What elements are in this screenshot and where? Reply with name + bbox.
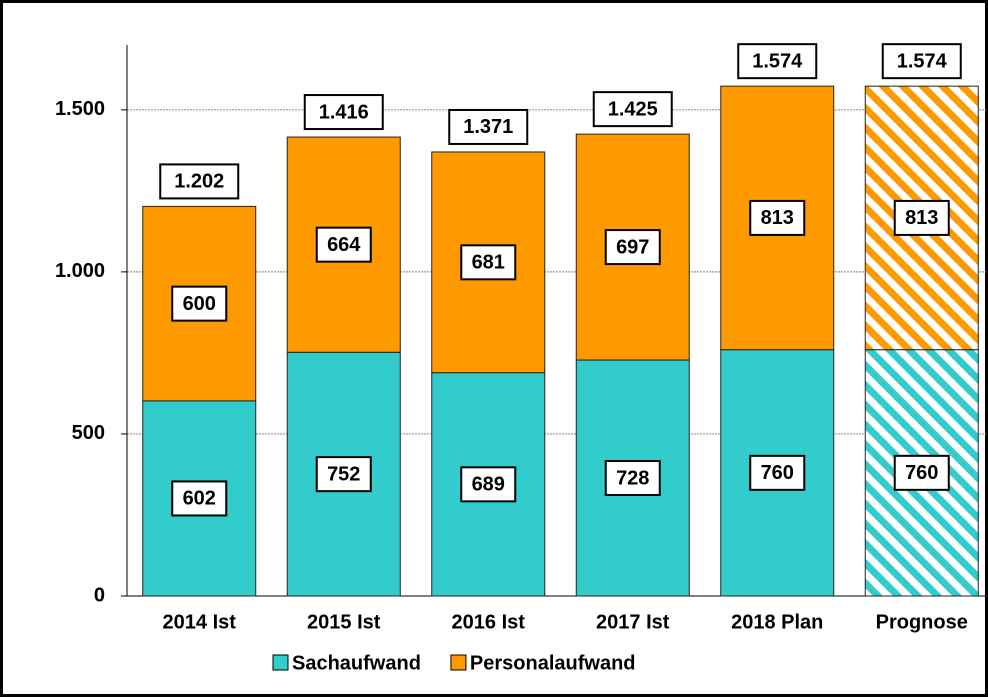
- total-label-box: [592, 91, 673, 128]
- value-label: 681: [472, 252, 505, 274]
- value-label-box: [171, 480, 228, 517]
- y-tick-label: 500: [72, 422, 105, 444]
- x-tick-label: 2016 Ist: [452, 611, 526, 633]
- value-label: 689: [472, 474, 505, 496]
- value-label: 600: [183, 293, 216, 315]
- x-tick-label: 2014 Ist: [163, 611, 237, 633]
- value-label: 664: [327, 234, 361, 256]
- y-tick-label: 1.000: [55, 260, 105, 282]
- total-label-box: [737, 43, 818, 80]
- value-label: 813: [905, 207, 938, 229]
- value-label: 760: [905, 462, 938, 484]
- value-label: 728: [616, 467, 649, 489]
- plot-area: 0 500 1.000 1.500 2014 Ist 602 600 1.202 2015 Is…: [55, 43, 986, 633]
- total-label: 1.425: [608, 98, 658, 120]
- value-label-box: [604, 460, 661, 497]
- x-tick-label: 2018 Plan: [731, 611, 823, 633]
- total-label-box: [881, 43, 962, 80]
- value-label-box: [460, 244, 517, 281]
- total-label: 1.202: [174, 171, 224, 193]
- y-tick-label: 1.500: [55, 98, 105, 120]
- total-label: 1.574: [752, 50, 803, 72]
- x-tick-label: 2017 Ist: [596, 611, 670, 633]
- legend-label: Sachaufwand: [292, 652, 421, 674]
- x-tick-label: 2015 Ist: [307, 611, 381, 633]
- value-label: 760: [761, 462, 794, 484]
- total-label: 1.416: [319, 101, 369, 123]
- total-label: 1.574: [897, 50, 948, 72]
- value-label-box: [315, 226, 372, 263]
- value-label-box: [749, 454, 806, 491]
- value-label: 602: [183, 488, 216, 510]
- legend-swatch: [272, 654, 289, 671]
- value-label: 752: [327, 463, 360, 485]
- value-label-box: [315, 456, 372, 493]
- x-tick-label: Prognose: [876, 611, 968, 633]
- total-label-box: [159, 163, 240, 200]
- value-label-box: [171, 285, 228, 322]
- value-label-box: [749, 199, 806, 236]
- value-label-box: [893, 199, 950, 236]
- value-label: 813: [761, 207, 794, 229]
- value-label-box: [893, 454, 950, 491]
- value-label: 697: [616, 236, 649, 258]
- total-label-box: [448, 108, 529, 145]
- y-tick-label: 0: [94, 584, 105, 606]
- value-label-box: [460, 466, 517, 503]
- value-label-box: [604, 229, 661, 266]
- legend-swatch: [450, 654, 467, 671]
- total-label: 1.371: [463, 116, 513, 138]
- total-label-box: [303, 94, 384, 131]
- legend-label: Personalaufwand: [470, 652, 636, 674]
